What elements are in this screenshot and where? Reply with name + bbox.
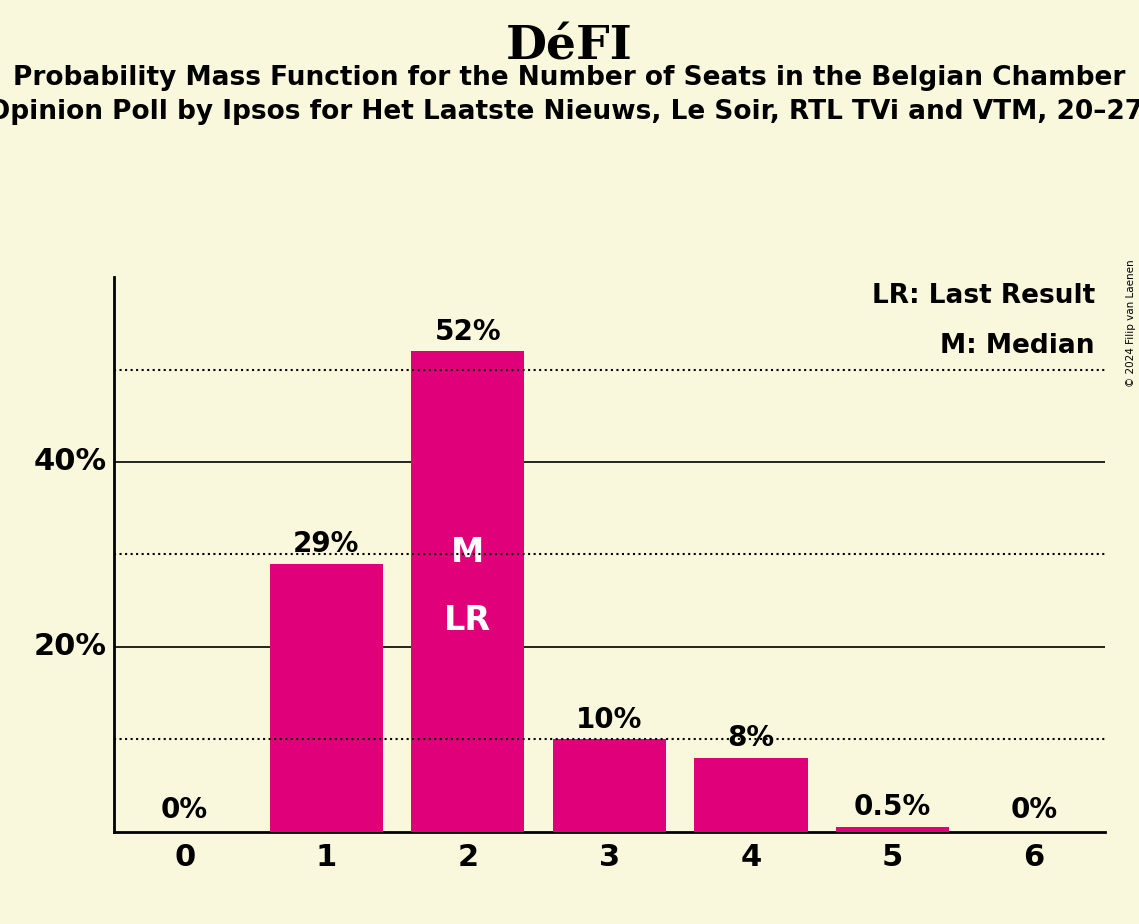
Text: 40%: 40% bbox=[34, 447, 107, 477]
Text: on an Opinion Poll by Ipsos for Het Laatste Nieuws, Le Soir, RTL TVi and VTM, 20: on an Opinion Poll by Ipsos for Het Laat… bbox=[0, 99, 1139, 125]
Bar bbox=[836, 827, 949, 832]
Text: Probability Mass Function for the Number of Seats in the Belgian Chamber: Probability Mass Function for the Number… bbox=[14, 65, 1125, 91]
Bar bbox=[695, 758, 808, 832]
Bar bbox=[411, 351, 524, 832]
Text: 0%: 0% bbox=[1010, 796, 1058, 824]
Bar bbox=[270, 564, 383, 832]
Text: 8%: 8% bbox=[728, 724, 775, 752]
Text: DéFI: DéFI bbox=[506, 23, 633, 69]
Bar bbox=[552, 739, 666, 832]
Text: LR: LR bbox=[444, 603, 491, 637]
Text: M: Median: M: Median bbox=[941, 333, 1095, 359]
Text: 10%: 10% bbox=[576, 706, 642, 734]
Text: M: M bbox=[451, 537, 484, 569]
Text: © 2024 Filip van Laenen: © 2024 Filip van Laenen bbox=[1126, 260, 1136, 387]
Text: 20%: 20% bbox=[34, 632, 107, 662]
Text: 52%: 52% bbox=[434, 318, 501, 346]
Text: 0%: 0% bbox=[161, 796, 208, 824]
Text: 29%: 29% bbox=[293, 530, 360, 558]
Text: LR: Last Result: LR: Last Result bbox=[871, 283, 1095, 309]
Text: 0.5%: 0.5% bbox=[854, 794, 931, 821]
